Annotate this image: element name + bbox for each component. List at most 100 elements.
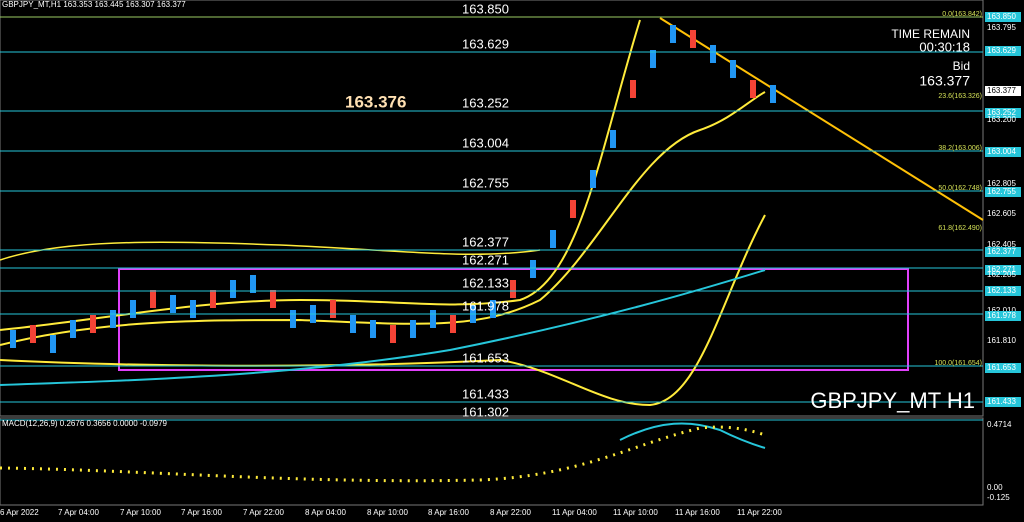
big-price: 163.376 <box>345 92 406 111</box>
level-label: 161.433 <box>462 386 509 401</box>
time-axis-label: 11 Apr 10:00 <box>613 508 658 517</box>
macd-label: MACD(12,26,9) 0.2676 0.3656 0.0000 -0.09… <box>2 419 168 428</box>
price-box <box>985 363 1021 373</box>
price-axis-label: 163.629 <box>987 46 1016 55</box>
range-box <box>118 268 909 371</box>
level-label: 163.004 <box>462 135 509 150</box>
time-axis-label: 8 Apr 16:00 <box>428 508 469 517</box>
level-label: 163.252 <box>462 95 509 110</box>
price-axis-label: 161.810 <box>987 336 1016 345</box>
price-axis-label: 163.252 <box>987 108 1016 117</box>
candle <box>530 260 536 278</box>
level-label: 161.302 <box>462 404 509 419</box>
fib-label: 61.8(162.490) <box>938 225 982 232</box>
candle <box>750 80 756 98</box>
macd-panel <box>0 417 984 506</box>
time-axis-label: 8 Apr 22:00 <box>490 508 531 517</box>
bollinger-lower <box>0 214 766 407</box>
candle <box>130 300 136 318</box>
candle <box>250 275 256 293</box>
price-axis-label: 163.200 <box>987 115 1016 124</box>
candle <box>70 320 76 338</box>
price-box <box>985 247 1021 257</box>
time-axis-label: 11 Apr 22:00 <box>737 508 782 517</box>
price-axis-label: 162.805 <box>987 179 1016 188</box>
candle <box>770 85 776 103</box>
macd-axis-label: 0.4714 <box>987 420 1012 429</box>
time-axis-label: 7 Apr 04:00 <box>58 508 99 517</box>
price-box <box>985 311 1021 321</box>
time-axis-label: 6 Apr 2022 <box>0 508 39 517</box>
price-axis-label: 162.405 <box>987 240 1016 249</box>
price-axis-label: 163.850 <box>987 12 1016 21</box>
candle <box>30 325 36 343</box>
time-axis-label: 7 Apr 16:00 <box>181 508 222 517</box>
fib-label: 23.6(163.326) <box>938 93 982 100</box>
level-label: 163.629 <box>462 36 509 51</box>
fib-label: 38.2(163.006) <box>938 145 982 152</box>
time-axis-label: 8 Apr 10:00 <box>367 508 408 517</box>
level-label: 162.377 <box>462 234 509 249</box>
candle <box>50 335 56 353</box>
candle <box>190 300 196 318</box>
candle <box>10 330 16 348</box>
candle <box>90 315 96 333</box>
price-axis-label: 162.205 <box>987 270 1016 279</box>
candle <box>410 320 416 338</box>
bid: 163.377 <box>919 73 970 89</box>
macd-axis-label: -0.125 <box>987 493 1010 502</box>
time-axis-label: 8 Apr 04:00 <box>305 508 346 517</box>
level-label: 162.271 <box>462 252 509 267</box>
candle <box>430 310 436 328</box>
main-panel <box>0 0 984 417</box>
time-remain-label: TIME REMAIN <box>891 27 970 41</box>
price-axis-label: 162.605 <box>987 209 1016 218</box>
time-axis-label: 11 Apr 16:00 <box>675 508 720 517</box>
candle <box>690 30 696 48</box>
level-label: 161.978 <box>462 298 509 313</box>
price-box <box>985 46 1021 56</box>
candle <box>230 280 236 298</box>
price-axis-label: 162.271 <box>987 265 1016 274</box>
price-box <box>985 397 1021 407</box>
level-label: 162.133 <box>462 275 509 290</box>
time-axis-label: 7 Apr 10:00 <box>120 508 161 517</box>
candle <box>150 290 156 308</box>
header: GBPJPY_MT,H1 163.353 163.445 163.307 163… <box>2 0 186 9</box>
candle <box>330 300 336 318</box>
time-axis-label: 7 Apr 22:00 <box>243 508 284 517</box>
candle <box>510 280 516 298</box>
time-axis-label: 11 Apr 04:00 <box>552 508 597 517</box>
candle <box>290 310 296 328</box>
price-box <box>985 187 1021 197</box>
price-axis-label: 162.133 <box>987 286 1016 295</box>
candle <box>570 200 576 218</box>
price-box <box>985 86 1021 96</box>
candle <box>370 320 376 338</box>
candle <box>270 290 276 308</box>
price-axis-label: 163.795 <box>987 23 1016 32</box>
envelope <box>0 241 541 261</box>
fib-label: 50.0(162.748) <box>938 185 982 192</box>
price-axis-label: 163.004 <box>987 147 1016 156</box>
price-axis-label: 162.755 <box>987 187 1016 196</box>
price-axis-label: 161.978 <box>987 311 1016 320</box>
macd-signal <box>619 422 766 449</box>
candle <box>170 295 176 313</box>
price-axis-label: 162.377 <box>987 247 1016 256</box>
time-remain: 00:30:18 <box>919 39 970 54</box>
price-axis-label: 161.433 <box>987 397 1016 406</box>
price-axis-label: 162.010 <box>987 306 1016 315</box>
candle <box>110 310 116 328</box>
candle <box>390 325 396 343</box>
fib-label: 0.0(163.842) <box>942 11 982 18</box>
candle <box>670 25 676 43</box>
price-box <box>985 12 1021 22</box>
candle <box>350 315 356 333</box>
candle <box>590 170 596 188</box>
candle <box>210 290 216 308</box>
candle <box>730 60 736 78</box>
bid-label: Bid <box>953 59 970 73</box>
candle <box>550 230 556 248</box>
